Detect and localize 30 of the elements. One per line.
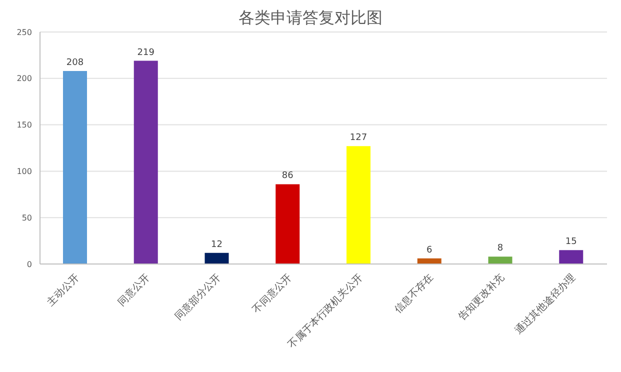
bar (559, 250, 584, 264)
data-label: 15 (565, 237, 577, 248)
bar (276, 184, 300, 264)
chart-title: 各类申请答复对比图 (238, 8, 384, 29)
data-label: 219 (137, 48, 155, 58)
data-label: 8 (497, 244, 504, 254)
x-tick-label: 同意公开 (116, 272, 152, 308)
bar (134, 60, 158, 264)
bar (417, 258, 442, 264)
y-tick-label: 100 (16, 167, 32, 176)
data-label: 6 (426, 245, 433, 256)
data-label: 12 (211, 240, 222, 250)
data-label: 86 (282, 171, 294, 182)
x-tick-label: 信息不存在 (392, 272, 436, 316)
bar (346, 146, 370, 264)
x-tick-label: 不同意公开 (250, 272, 294, 316)
data-label: 208 (66, 58, 84, 68)
y-tick-label: 0 (26, 260, 32, 269)
y-tick-label: 150 (16, 120, 32, 130)
bar (204, 252, 229, 264)
data-label: 127 (350, 133, 368, 144)
y-tick-label: 50 (22, 213, 32, 222)
x-tick-label: 告知更改补充 (456, 272, 507, 323)
y-tick-label: 200 (16, 74, 32, 84)
bar (63, 70, 87, 264)
x-tick-label: 同意部分公开 (172, 272, 224, 323)
bar (488, 256, 512, 264)
x-tick-label: 主动公开 (44, 272, 82, 308)
x-tick-label: 通过其他途径办理 (512, 272, 578, 337)
y-tick-label: 250 (16, 28, 32, 37)
